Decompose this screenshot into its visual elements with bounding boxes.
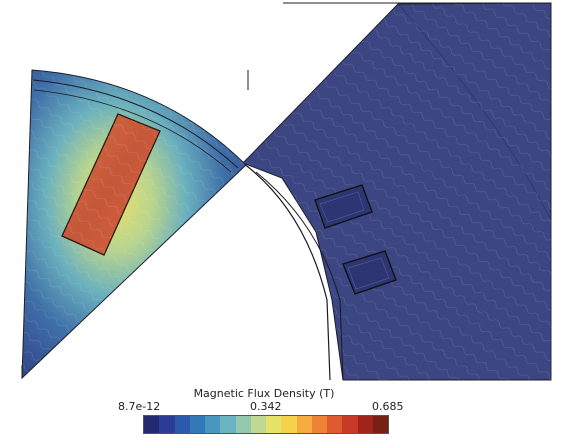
colorbar-segment — [327, 416, 343, 433]
colorbar-segment — [174, 416, 190, 433]
colorbar-segment — [189, 416, 205, 433]
colorbar-segment — [296, 416, 312, 433]
stator-slot-lower — [342, 250, 397, 295]
permanent-magnet — [61, 113, 161, 256]
stator-sector — [242, 2, 552, 381]
legend-title: Magnetic Flux Density (T) — [193, 387, 335, 400]
stator-slot-upper — [314, 184, 373, 229]
colorbar-segment — [250, 416, 266, 433]
colorbar-segment — [144, 416, 160, 433]
colorbar-segment — [220, 416, 236, 433]
legend-max-label: 0.685 — [372, 400, 404, 413]
colorbar-segment — [235, 416, 251, 433]
colorbar-segment — [159, 416, 175, 433]
legend-colorbar — [143, 415, 389, 434]
colorbar-segment — [205, 416, 221, 433]
colorbar-segment — [266, 416, 282, 433]
view-guides — [21, 2, 552, 378]
legend-mid-label: 0.342 — [250, 400, 282, 413]
colorbar-segment — [281, 416, 297, 433]
colorbar-segment — [311, 416, 327, 433]
legend-min-label: 8.7e-12 — [118, 400, 161, 413]
colorbar-segment — [342, 416, 358, 433]
colorbar-segment — [357, 416, 373, 433]
rotor-sector — [21, 69, 247, 380]
colorbar-segment — [372, 416, 388, 433]
